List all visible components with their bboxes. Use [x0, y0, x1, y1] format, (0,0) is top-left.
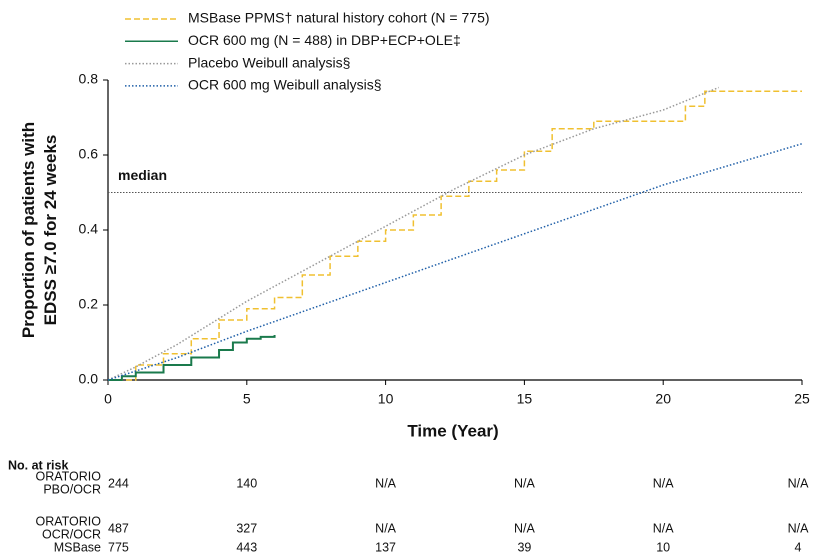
risk-value: 775 [108, 540, 129, 554]
legend-label: Placebo Weibull analysis§ [188, 54, 350, 70]
risk-value: N/A [788, 476, 810, 490]
median-label: median [118, 167, 167, 183]
risk-value: N/A [375, 521, 397, 535]
risk-value: 244 [108, 476, 129, 490]
risk-value: N/A [375, 476, 397, 490]
legend-label: OCR 600 mg Weibull analysis§ [188, 77, 382, 93]
legend-label: MSBase PPMS† natural history cohort (N =… [188, 10, 490, 26]
risk-value: N/A [514, 521, 536, 535]
series-line [108, 90, 802, 381]
risk-value: 327 [236, 521, 257, 535]
legend-label: OCR 600 mg (N = 488) in DBP+ECP+OLE‡ [188, 32, 461, 48]
y-tick-label: 0.6 [79, 146, 99, 162]
risk-value: 137 [375, 540, 396, 554]
x-tick-label: 5 [243, 391, 251, 407]
risk-value: 487 [108, 521, 129, 535]
x-axis-label: Time (Year) [407, 421, 498, 440]
y-tick-label: 0.4 [79, 221, 99, 237]
risk-row-label: ORATORIO [35, 514, 101, 528]
y-axis-label: Proportion of patients with EDSS ≥7.0 for… [19, 122, 60, 338]
x-tick-label: 15 [517, 391, 533, 407]
x-tick-label: 20 [655, 391, 671, 407]
y-tick-label: 0.0 [79, 371, 99, 387]
risk-value: 443 [236, 540, 257, 554]
risk-value: 140 [236, 476, 257, 490]
risk-row-label: OCR/OCR [42, 527, 101, 541]
series-line [107, 143, 803, 381]
y-axis-label-line: Proportion of patients with [19, 122, 38, 338]
risk-value: 4 [795, 540, 802, 554]
x-tick-label: 0 [104, 391, 112, 407]
x-tick-label: 25 [794, 391, 810, 407]
risk-row-label: ORATORIO [35, 469, 101, 483]
risk-value: N/A [514, 476, 536, 490]
risk-value: 10 [656, 540, 670, 554]
x-tick-label: 10 [378, 391, 394, 407]
y-axis-label-line: EDSS ≥7.0 for 24 weeks [41, 135, 60, 326]
risk-row-label: MSBase [54, 540, 101, 554]
risk-value: N/A [653, 521, 675, 535]
risk-table-title: No. at risk [8, 458, 68, 472]
risk-value: 39 [517, 540, 531, 554]
risk-value: N/A [788, 521, 810, 535]
series-line [108, 335, 276, 381]
series-line [107, 86, 720, 381]
y-tick-label: 0.8 [79, 71, 99, 87]
risk-row-label: PBO/OCR [43, 482, 101, 496]
y-tick-label: 0.2 [79, 296, 99, 312]
risk-value: N/A [653, 476, 675, 490]
